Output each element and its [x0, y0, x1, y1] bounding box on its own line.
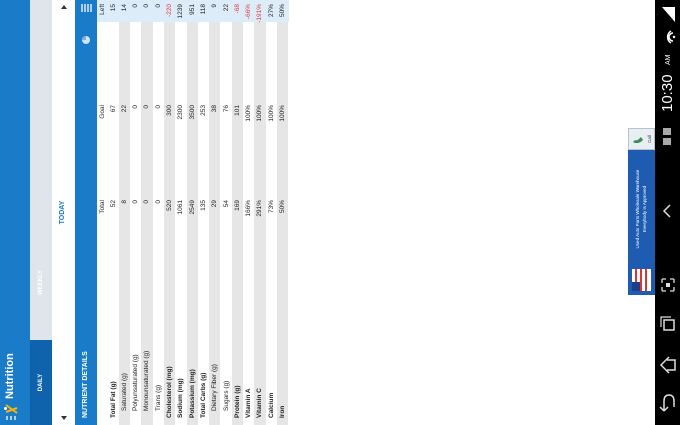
nutrient-value: 135	[199, 200, 207, 211]
app-logo	[4, 404, 18, 420]
nutrient-value: 0	[132, 105, 140, 109]
nutrient-value: 50%	[279, 4, 286, 18]
column-header: Goal	[98, 105, 106, 119]
nutrient-label: Sodium (mg)	[177, 378, 185, 418]
nav-buttons	[659, 128, 676, 412]
ad-banner[interactable]: Used Auto Parts Wholesale Warehouse Ever…	[628, 150, 655, 295]
nutrient-value: 0	[154, 105, 162, 109]
nutrient-value: 0	[154, 4, 162, 8]
ad-text: Everybody Is Approved	[642, 185, 647, 233]
nutrient-value: 0	[143, 4, 151, 8]
next-day[interactable]	[60, 3, 68, 11]
nutrient-value: 29	[211, 200, 219, 208]
nutrient-label: Polyunsaturated (g)	[132, 354, 140, 411]
nutrient-value: 291%	[256, 200, 264, 217]
nutrient-label: Monounsaturated (g)	[143, 350, 151, 411]
nutrient-value: 2300	[177, 105, 185, 120]
nutrient-label: Sugars (g)	[222, 380, 230, 411]
column-header: Left	[98, 4, 106, 15]
nutrient-value: 0	[143, 200, 151, 204]
list-view-button[interactable]	[80, 3, 92, 13]
system-bar: 10:30 AM	[655, 0, 680, 425]
nutrient-value: 15	[109, 4, 117, 12]
nutrient-value: 22	[120, 105, 128, 113]
nutrient-label: Total Fat (g)	[109, 381, 117, 418]
nutrient-value: 76	[222, 105, 230, 113]
nutrient-value: -68	[233, 4, 241, 14]
nutrient-value: 0	[143, 105, 151, 109]
nutrient-value: 14	[120, 4, 128, 12]
nutrient-value: 38	[211, 105, 219, 113]
column-header: Total	[98, 200, 106, 214]
nutrient-label: Cholesterol (mg)	[166, 366, 173, 418]
date-nav: TODAY	[52, 0, 76, 425]
nutrient-label: Trans (g)	[154, 384, 162, 411]
status-icons	[662, 7, 676, 44]
notification-icons	[663, 128, 671, 145]
nutrient-value: 118	[199, 4, 207, 15]
nutrient-label: Vitamin C	[256, 388, 264, 418]
menu-up-button[interactable]	[662, 204, 671, 218]
nutrient-label: Vitamin A	[245, 388, 253, 418]
nutrient-value: 1061	[177, 200, 185, 215]
recent-apps-button[interactable]	[660, 316, 675, 331]
nutrient-value: 166%	[245, 200, 253, 217]
prev-day[interactable]	[60, 414, 68, 422]
nutrient-value: 100%	[279, 105, 286, 122]
nutrient-value: 951	[188, 4, 196, 15]
nutrient-value: 100%	[267, 105, 275, 122]
nutrient-value: 101	[233, 105, 241, 116]
nutrient-value: 67	[109, 105, 117, 113]
pie-view-button[interactable]	[81, 35, 91, 45]
nutrient-value: 73%	[267, 200, 275, 214]
call-button[interactable]: Call	[628, 128, 655, 150]
nutrient-label: Total Carbs (g)	[199, 372, 207, 418]
nutrient-value: 27%	[267, 4, 275, 18]
clock-ampm: AM	[665, 54, 672, 66]
nutrient-value: 54	[222, 200, 230, 208]
nutrient-label: Calcium	[267, 392, 275, 418]
phone-icon	[633, 137, 643, 144]
nutrient-label: Iron	[279, 405, 286, 418]
nutrient-label: Potassium (mg)	[188, 369, 196, 418]
clock: 10:30	[659, 74, 676, 112]
nutrient-table: Total Goal Left Total Fat (g) 52 67 15 Saturate…	[0, 0, 300, 425]
home-button[interactable]	[659, 356, 676, 374]
app-bar: Nutrition	[0, 0, 22, 425]
back-button[interactable]	[659, 394, 675, 412]
nutrient-value: 8	[120, 200, 128, 204]
nutrient-value: -66%	[245, 4, 253, 20]
nutrient-value: 1239	[177, 4, 185, 19]
nutrient-value: 253	[199, 105, 207, 116]
nutrient-value: 9	[211, 4, 219, 8]
nutrient-value: 0	[132, 200, 140, 204]
nutrient-value: 100%	[245, 105, 253, 122]
nutrient-value: 2549	[188, 200, 196, 215]
call-label: Call	[647, 135, 652, 143]
nutrient-value: -220	[166, 4, 173, 18]
nutrient-value: 3500	[188, 105, 196, 120]
screenshot-button[interactable]	[661, 278, 675, 292]
nutrient-value: 52	[109, 200, 117, 208]
nutrient-label: Saturated (g)	[120, 373, 128, 411]
nutrient-label: Protein (g)	[233, 385, 241, 419]
ad-logo	[632, 269, 651, 291]
nutrient-label: Dietary Fiber (g)	[211, 364, 219, 411]
nutrient-value: 50%	[279, 200, 286, 214]
nutrient-value: 22	[222, 4, 230, 12]
nutrient-value: 300	[166, 105, 173, 116]
section-header: NUTRIENT DETAILS	[75, 0, 97, 425]
nutrient-value: -191%	[256, 4, 264, 23]
nutrient-value: 100%	[256, 105, 264, 122]
nutrient-value: 169	[233, 200, 241, 211]
nutrient-value: 520	[166, 200, 173, 211]
nutrient-value: 0	[154, 200, 162, 204]
nutrient-value: 0	[132, 4, 140, 8]
ad-text: Used Auto Parts Wholesale Warehouse	[635, 169, 640, 249]
